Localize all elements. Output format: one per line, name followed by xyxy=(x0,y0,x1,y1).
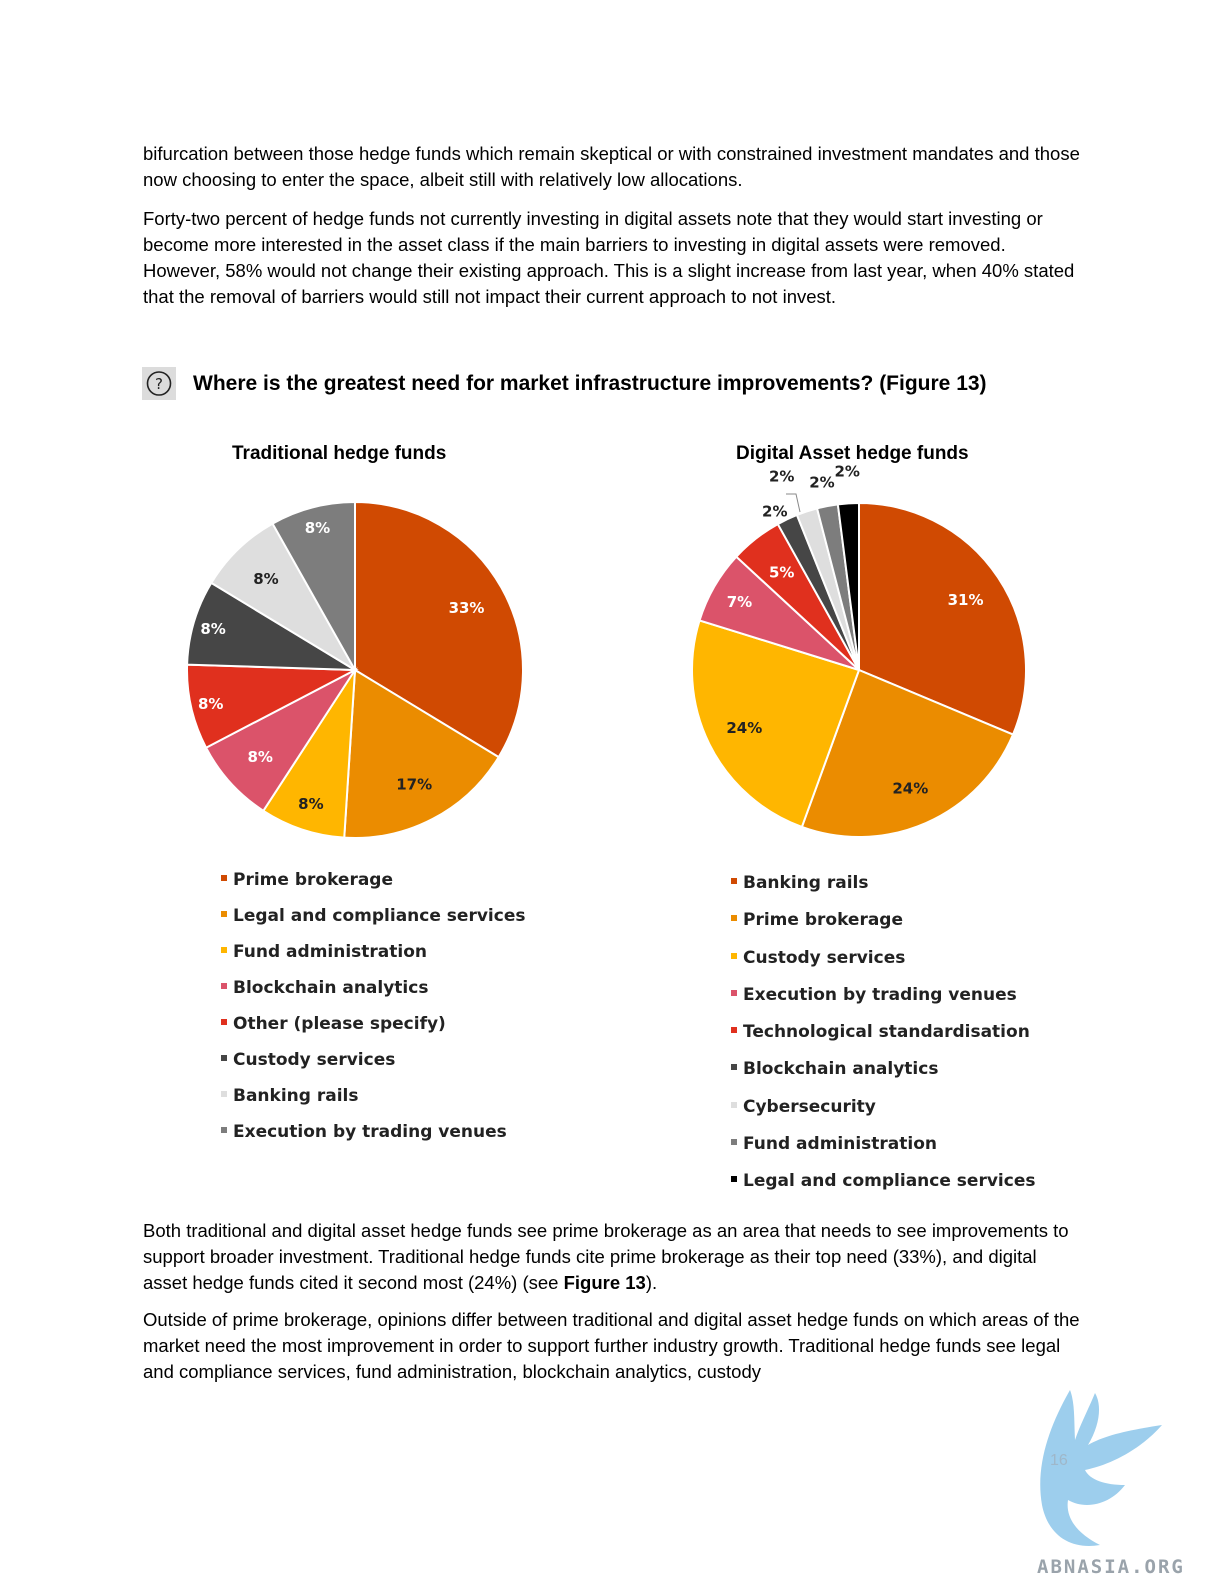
pie-value-label: 33% xyxy=(449,599,485,617)
section-question: Where is the greatest need for market in… xyxy=(193,372,987,395)
legend-item: Prime brokerage xyxy=(731,909,1035,946)
pie-value-label: 24% xyxy=(726,719,762,737)
pie-value-label: 8% xyxy=(248,748,273,766)
legend-swatch xyxy=(731,1101,737,1108)
legend-label: Cybersecurity xyxy=(743,1096,876,1117)
legend-item: Custody services xyxy=(731,947,1035,984)
legend-item: Banking rails xyxy=(731,872,1035,909)
legend-swatch xyxy=(221,1055,227,1061)
legend-swatch xyxy=(731,989,737,996)
legend-label: Other (please specify) xyxy=(233,1014,446,1034)
page-number: 16 xyxy=(1050,1452,1068,1469)
paragraph-text: Both traditional and digital asset hedge… xyxy=(143,1220,1069,1293)
legend-label: Prime brokerage xyxy=(233,870,393,890)
pie-value-label: 17% xyxy=(396,775,432,793)
pie-value-label: 5% xyxy=(769,564,794,582)
watermark-text: ABNASIA.ORG xyxy=(1037,1556,1185,1578)
pie-value-label: 8% xyxy=(200,620,225,638)
pie-value-label: 2% xyxy=(809,473,834,491)
legend-label: Banking rails xyxy=(743,873,869,893)
legend-label: Prime brokerage xyxy=(743,910,903,931)
legend-label: Legal and compliance services xyxy=(743,1171,1036,1192)
barriers-paragraph: Forty-two percent of hedge funds not cur… xyxy=(143,208,1075,307)
legend-item: Banking rails xyxy=(221,1085,525,1121)
legend-label: Fund administration xyxy=(233,942,428,962)
legend-label: Blockchain analytics xyxy=(233,978,429,998)
legend-label: Custody services xyxy=(743,947,906,968)
legend-item: Technological standardisation xyxy=(731,1021,1035,1058)
pie-value-label: 7% xyxy=(727,593,752,611)
prime-brokerage-paragraph: Both traditional and digital asset hedge… xyxy=(143,1218,1083,1296)
pie-slice xyxy=(858,501,1027,736)
intro-paragraph: bifurcation between those hedge funds wh… xyxy=(143,143,1080,190)
pie-value-label: 31% xyxy=(948,591,984,609)
legend-swatch xyxy=(731,878,737,884)
pie-value-label: 24% xyxy=(892,779,928,797)
chart-title-digital: Digital Asset hedge funds xyxy=(736,443,969,464)
legend-item: Legal and compliance services xyxy=(221,905,525,941)
pie-slice xyxy=(836,501,860,671)
legend-label: Technological standardisation xyxy=(743,1022,1030,1043)
legend-swatch xyxy=(731,1064,737,1071)
figure-reference: Figure 13 xyxy=(563,1272,646,1293)
legend-item: Cybersecurity xyxy=(731,1096,1035,1133)
pie-chart-digital: 31%24%24%7%5%2%2% 2%2% xyxy=(691,462,1027,838)
pie-slice xyxy=(271,500,356,674)
legend-swatch xyxy=(221,947,227,953)
legend-label: Blockchain analytics xyxy=(743,1059,939,1080)
legend-label: Execution by trading venues xyxy=(233,1122,507,1142)
legend-item: Other (please specify) xyxy=(221,1013,525,1049)
legend-digital: Banking rails Prime brokerage Custody serv… xyxy=(731,872,1035,1208)
legend-item: Fund administration xyxy=(731,1133,1035,1170)
legend-item: Blockchain analytics xyxy=(221,977,525,1013)
legend-label: Execution by trading venues xyxy=(743,984,1017,1005)
paragraph-text: ). xyxy=(645,1272,658,1293)
watermark-bird-logo xyxy=(1030,1385,1170,1560)
pie-value-label: 8% xyxy=(298,795,323,813)
legend-item: Fund administration xyxy=(221,941,525,977)
svg-text:?: ? xyxy=(155,375,163,393)
legend-label: Fund administration xyxy=(743,1134,938,1155)
legend-swatch xyxy=(731,1139,737,1146)
legend-traditional: Prime brokerage Legal and compliance serv… xyxy=(221,869,525,1157)
pie-value-label: 8% xyxy=(198,695,223,713)
legend-swatch xyxy=(221,875,227,881)
legend-item: Execution by trading venues xyxy=(731,984,1035,1021)
legend-swatch xyxy=(731,915,737,922)
legend-swatch xyxy=(731,1027,737,1034)
legend-item: Legal and compliance services xyxy=(731,1170,1035,1207)
pie-value-label: 2% xyxy=(834,462,859,480)
pie-slice xyxy=(354,500,524,759)
legend-item: Custody services xyxy=(221,1049,525,1085)
legend-swatch xyxy=(221,1019,227,1025)
pie-value-label: 8% xyxy=(305,519,330,537)
opinions-paragraph: Outside of prime brokerage, opinions dif… xyxy=(143,1309,1080,1382)
pie-slice xyxy=(800,668,1015,838)
pie-slice xyxy=(691,619,861,829)
pie-value-label: 2% xyxy=(762,502,787,520)
legend-item: Blockchain analytics xyxy=(731,1058,1035,1095)
legend-item: Execution by trading venues xyxy=(221,1121,525,1157)
pie-chart-traditional: 33% 17% 8% 8% 8% 8% 8% 8% xyxy=(186,500,524,839)
chart-title-traditional: Traditional hedge funds xyxy=(232,443,447,464)
legend-swatch xyxy=(221,1091,227,1097)
legend-label: Legal and compliance services xyxy=(233,906,526,926)
pie-value-label: 8% xyxy=(253,570,278,588)
help-circle-icon: ? xyxy=(142,367,176,400)
legend-swatch xyxy=(221,983,227,989)
leader-line xyxy=(786,493,801,513)
legend-label: Banking rails xyxy=(233,1086,359,1106)
legend-swatch xyxy=(731,1176,737,1183)
legend-swatch xyxy=(221,911,227,917)
pie-value-label: 2% xyxy=(769,467,794,485)
legend-swatch xyxy=(731,952,737,959)
legend-label: Custody services xyxy=(233,1050,396,1070)
pie-slice xyxy=(343,668,501,839)
legend-item: Prime brokerage xyxy=(221,869,525,905)
legend-swatch xyxy=(221,1127,227,1133)
